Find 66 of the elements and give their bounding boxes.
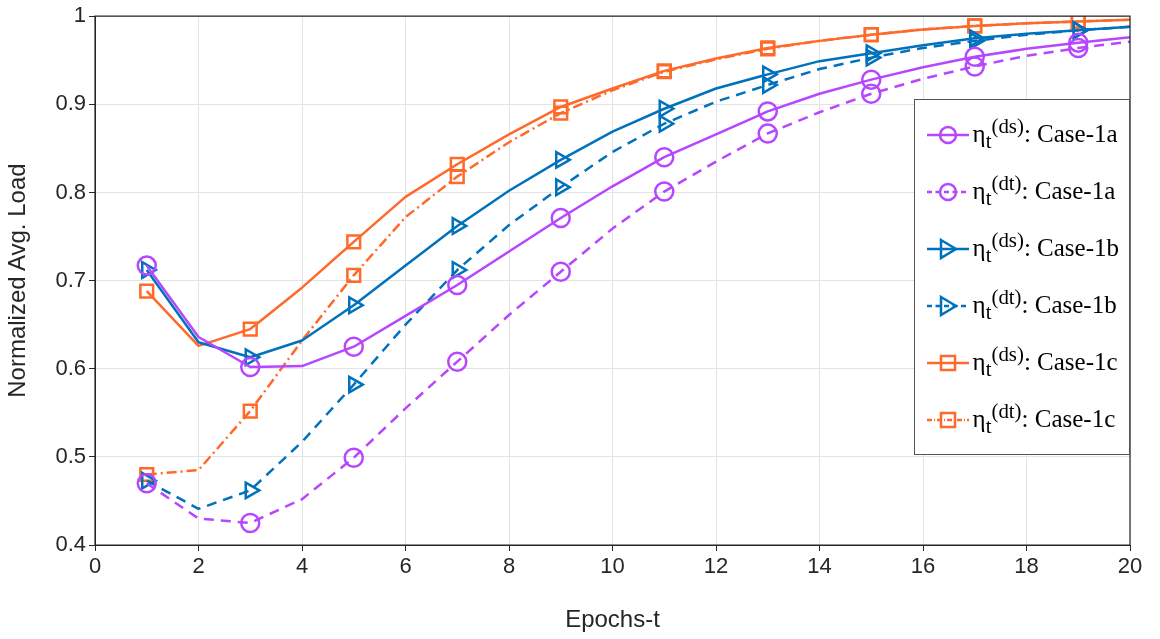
x-tick-label: 12 bbox=[703, 553, 729, 579]
point bbox=[555, 178, 571, 197]
y-tick-label: 0.8 bbox=[55, 178, 86, 204]
point bbox=[240, 356, 261, 378]
x-tick-label: 10 bbox=[600, 553, 625, 579]
point bbox=[244, 481, 261, 500]
y-tick-label: 0.9 bbox=[55, 90, 86, 116]
point bbox=[550, 207, 571, 229]
point bbox=[348, 296, 364, 315]
point bbox=[139, 283, 155, 299]
x-tick-label: 16 bbox=[910, 553, 936, 579]
y-tick-label: 1 bbox=[73, 2, 86, 28]
point bbox=[861, 83, 882, 105]
point bbox=[136, 255, 157, 276]
x-tick-label: 18 bbox=[1014, 553, 1039, 579]
legend-label: η$_{t}$$^{(dt)}$: Case-1b bbox=[972, 285, 1117, 326]
point bbox=[658, 99, 675, 118]
point bbox=[757, 123, 778, 144]
point bbox=[964, 46, 985, 67]
point bbox=[1068, 32, 1089, 53]
point bbox=[762, 65, 778, 84]
point bbox=[343, 447, 364, 468]
point bbox=[555, 150, 571, 169]
point bbox=[449, 156, 465, 172]
point bbox=[447, 351, 468, 372]
point bbox=[865, 48, 882, 67]
point bbox=[654, 181, 675, 202]
point bbox=[136, 473, 157, 494]
point bbox=[346, 267, 362, 283]
point bbox=[757, 101, 778, 122]
point bbox=[550, 261, 571, 283]
point bbox=[240, 512, 261, 534]
point bbox=[654, 146, 675, 168]
x-tick-label: 2 bbox=[192, 553, 205, 579]
point bbox=[242, 321, 258, 337]
point bbox=[964, 56, 985, 77]
point bbox=[553, 105, 569, 121]
point bbox=[343, 336, 364, 357]
point bbox=[658, 114, 675, 133]
point bbox=[447, 274, 468, 296]
y-tick-label: 0.7 bbox=[55, 266, 86, 292]
legend-label: η$_{t}$$^{(dt)}$: Case-1a bbox=[972, 171, 1116, 212]
x-tick-label: 20 bbox=[1117, 553, 1143, 579]
point bbox=[242, 403, 258, 419]
x-tick-label: 6 bbox=[399, 553, 412, 579]
point bbox=[762, 75, 778, 94]
legend-label: η$_{t}$$^{(dt)}$: Case-1c bbox=[972, 399, 1116, 440]
point bbox=[451, 216, 468, 235]
legend-label: η$_{t}$$^{(ds)}$: Case-1b bbox=[972, 228, 1119, 269]
y-tick-label: 0.5 bbox=[55, 442, 86, 468]
point bbox=[346, 234, 362, 250]
x-axis-title: Epochs-t bbox=[565, 605, 661, 633]
legend-label: η$_{t}$$^{(ds)}$: Case-1c bbox=[972, 342, 1118, 383]
y-axis-title: Normalized Avg. Load bbox=[3, 163, 31, 398]
legend-label: η$_{t}$$^{(ds)}$: Case-1a bbox=[972, 114, 1118, 155]
point bbox=[865, 44, 882, 63]
point bbox=[1068, 37, 1089, 59]
point bbox=[553, 99, 569, 115]
y-tick-label: 0.6 bbox=[55, 354, 86, 380]
point bbox=[348, 375, 364, 394]
x-tick-label: 4 bbox=[295, 553, 309, 579]
x-tick-label: 8 bbox=[502, 553, 516, 579]
y-tick-label: 0.4 bbox=[55, 531, 86, 557]
point bbox=[861, 69, 882, 90]
x-tick-label: 14 bbox=[807, 553, 832, 579]
x-tick-label: 0 bbox=[88, 553, 102, 579]
